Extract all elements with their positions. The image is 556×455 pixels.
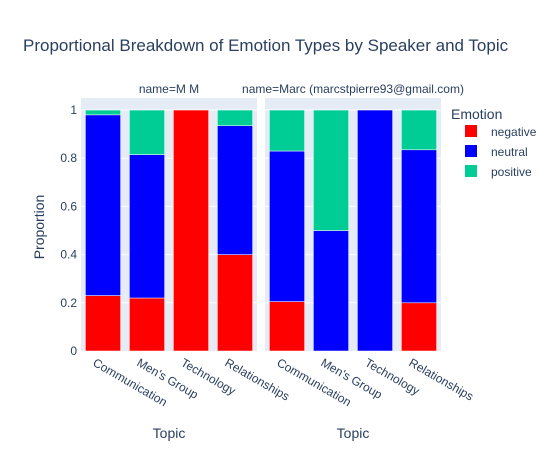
bar-positive[interactable] xyxy=(401,109,437,151)
y-tick-label: 0 xyxy=(70,344,77,358)
bar-positive[interactable] xyxy=(217,109,253,126)
bar-negative[interactable] xyxy=(85,295,121,352)
legend-title: Emotion xyxy=(451,106,502,122)
bar-neutral[interactable] xyxy=(401,149,437,304)
y-axis-title: Proportion xyxy=(31,195,47,260)
y-tick-label: 0.6 xyxy=(60,199,77,213)
x-axis-title: Topic xyxy=(337,425,370,441)
legend-swatch xyxy=(465,165,477,177)
facet-label: name=M M xyxy=(139,82,199,96)
y-tick-label: 1 xyxy=(70,103,77,117)
legend-item-positive[interactable]: positive xyxy=(465,165,532,179)
bar-negative[interactable] xyxy=(401,302,437,352)
bar-neutral[interactable] xyxy=(217,125,253,255)
bar-positive[interactable] xyxy=(85,109,121,116)
legend-item-negative[interactable]: negative xyxy=(465,125,537,139)
bar-neutral[interactable] xyxy=(129,154,165,299)
y-tick-label: 0.4 xyxy=(60,248,77,262)
bar-negative[interactable] xyxy=(269,301,305,352)
legend-item-neutral[interactable]: neutral xyxy=(465,145,528,159)
legend-label: negative xyxy=(491,125,537,139)
legend: Emotion negative neutral positive xyxy=(451,106,537,179)
x-axis-title: Topic xyxy=(153,425,186,441)
bar-neutral[interactable] xyxy=(269,150,305,302)
chart-title: Proportional Breakdown of Emotion Types … xyxy=(23,36,509,55)
x-tick-label: Communication xyxy=(275,355,354,409)
y-tick-label: 0.2 xyxy=(60,296,77,310)
bar-positive[interactable] xyxy=(313,109,349,231)
x-tick-label: Relationships xyxy=(407,355,476,403)
legend-label: positive xyxy=(491,165,532,179)
bar-positive[interactable] xyxy=(269,109,305,152)
bar-negative[interactable] xyxy=(173,109,209,352)
y-tick-label: 0.8 xyxy=(60,151,77,165)
bar-neutral[interactable] xyxy=(85,114,121,296)
legend-swatch xyxy=(465,145,477,157)
facet-label: name=Marc (marcstpierre93@gmail.com) xyxy=(242,82,464,96)
bar-negative[interactable] xyxy=(217,254,253,352)
legend-swatch xyxy=(465,125,477,137)
bar-negative[interactable] xyxy=(129,297,165,352)
bar-neutral[interactable] xyxy=(313,230,349,352)
bar-neutral[interactable] xyxy=(357,109,393,352)
legend-label: neutral xyxy=(491,145,528,159)
x-tick-label: Communication xyxy=(91,355,170,409)
bar-positive[interactable] xyxy=(129,109,165,155)
